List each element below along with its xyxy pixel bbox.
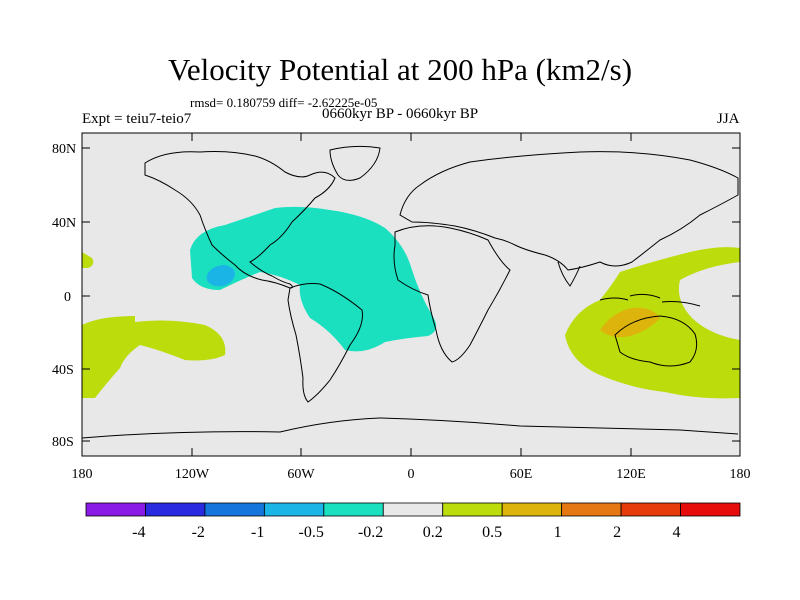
lat-tick-label: 40S [52,363,74,378]
colorbar-label: 2 [613,524,621,541]
lat-tick-label: 80N [52,142,76,157]
season-label: JJA [717,111,740,127]
lon-tick-label: 60E [510,467,533,482]
coast-greenland [329,145,381,181]
colorbar: -4 -2 -1 -0.5 -0.2 0.2 0.5 1 2 4 [85,502,741,541]
colorbar-swatch [680,502,741,517]
coast-africa [393,225,511,363]
coast-eurasia [399,151,739,271]
lat-tick-label: 40N [52,216,76,231]
anomaly-fills [82,206,740,399]
positive-anomaly-westedge [82,252,94,268]
coast-south-america [287,283,363,403]
colorbar-swatch [382,502,444,517]
lon-tick-label: 0 [408,467,415,482]
colorbar-swatch [85,502,146,517]
negative-anomaly-region [190,206,437,352]
colorbar-label: 4 [673,524,681,541]
colorbar-label: 0.2 [423,524,443,541]
colorbar-swatch [323,502,384,517]
coast-india [557,261,581,287]
colorbar-label: -0.5 [298,524,323,541]
colorbar-label: -0.2 [358,524,383,541]
coast-indonesia [599,293,701,307]
coast-antarctica [81,417,739,439]
coast-australia [614,315,698,367]
colorbar-label: 0.5 [482,524,502,541]
positive-anomaly-southpacific [82,316,226,398]
colorbar-swatch [145,502,206,517]
coast-north-america [144,151,336,289]
lat-tick-label: 0 [64,290,71,305]
lon-tick-label: 180 [730,467,751,482]
lon-tick-label: 120W [175,467,210,482]
map-title: Velocity Potential at 200 hPa (km2/s) [167,52,633,87]
lat-tick-label: 80S [52,435,74,450]
colorbar-swatch [204,502,265,517]
colorbar-swatch [501,502,563,517]
colorbar-label: -4 [132,524,145,541]
coastlines [81,145,739,439]
colorbar-swatch [561,502,622,517]
colorbar-swatch [442,502,503,517]
colorbar-swatch [263,502,325,517]
period-label: 0660kyr BP - 0660kyr BP [322,106,479,122]
lon-tick-label: 60W [287,467,315,482]
lon-tick-label: 180 [72,467,93,482]
lon-tick-label: 120E [616,467,646,482]
experiment-label: Expt = teiu7-teio7 [82,111,192,127]
colorbar-label: -1 [251,524,264,541]
negative-mid-region [206,265,235,287]
colorbar-swatch [620,502,681,517]
colorbar-label: 1 [554,524,562,541]
stats-label: rmsd= 0.180759 diff= -2.62225e-05 [190,95,378,110]
colorbar-label: -2 [192,524,205,541]
positive-mid-region [600,307,660,338]
map-ticks [82,133,740,456]
